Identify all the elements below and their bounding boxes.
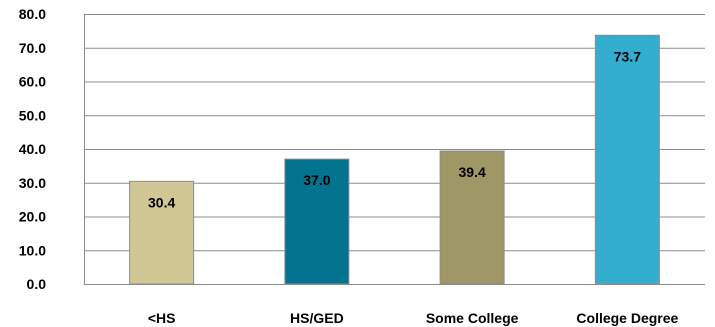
data-label: 37.0 [303,172,330,188]
data-label: 39.4 [459,164,486,180]
axes [84,14,705,285]
y-tick-label: 60.0 [19,74,46,90]
bars [129,34,660,285]
category-label: College Degree [576,310,678,326]
y-tick-label: 10.0 [19,242,46,258]
y-tick-label: 40.0 [19,141,46,157]
data-labels: 30.4 37.0 39.4 73.7 [148,48,641,210]
y-tick-label: 50.0 [19,107,46,123]
y-tick-label: 0.0 [27,276,47,292]
category-label: Some College [426,310,519,326]
bar [129,180,195,285]
y-tick-label: 70.0 [19,40,46,56]
y-tick-label: 80.0 [19,6,46,22]
category-labels: <HS HS/GED Some College College Degree [148,310,679,326]
y-tick-label: 20.0 [19,209,46,225]
category-label: HS/GED [290,310,344,326]
data-label: 73.7 [614,48,641,64]
y-axis-tick-labels: 0.0 10.0 20.0 30.0 40.0 50.0 60.0 70.0 80.0 [19,6,46,292]
data-label: 30.4 [148,194,175,210]
y-tick-label: 30.0 [19,175,46,191]
bar [594,34,660,285]
category-label: <HS [148,310,176,326]
